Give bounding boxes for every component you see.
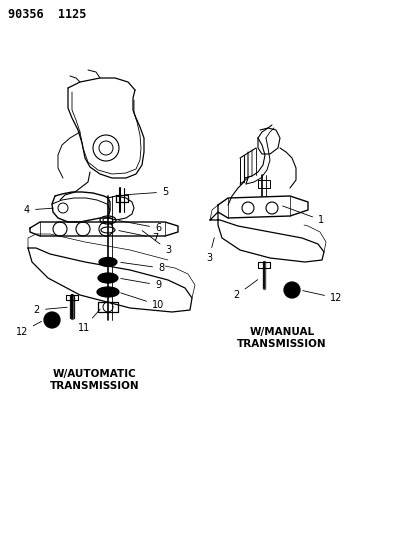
Text: 3: 3	[142, 231, 171, 255]
Text: 9: 9	[121, 278, 161, 290]
Text: 12: 12	[303, 290, 342, 303]
Text: W/AUTOMATIC
TRANSMISSION: W/AUTOMATIC TRANSMISSION	[50, 369, 140, 391]
Text: 4: 4	[24, 205, 53, 215]
Text: 8: 8	[121, 262, 164, 273]
Text: 7: 7	[119, 231, 158, 243]
Ellipse shape	[98, 273, 118, 283]
Text: W/MANUAL
TRANSMISSION: W/MANUAL TRANSMISSION	[237, 327, 327, 349]
Ellipse shape	[99, 257, 117, 266]
Text: 10: 10	[121, 293, 164, 310]
Text: 2: 2	[34, 305, 67, 315]
Text: 1: 1	[283, 206, 324, 225]
Text: 12: 12	[16, 321, 41, 337]
Ellipse shape	[97, 287, 119, 297]
Text: 90356  1125: 90356 1125	[8, 8, 86, 21]
Circle shape	[284, 282, 300, 298]
Text: 3: 3	[206, 238, 214, 263]
Text: 6: 6	[119, 221, 161, 233]
Text: 11: 11	[78, 309, 100, 333]
Circle shape	[44, 312, 60, 328]
Text: 5: 5	[125, 187, 168, 197]
Text: 2: 2	[234, 280, 258, 300]
